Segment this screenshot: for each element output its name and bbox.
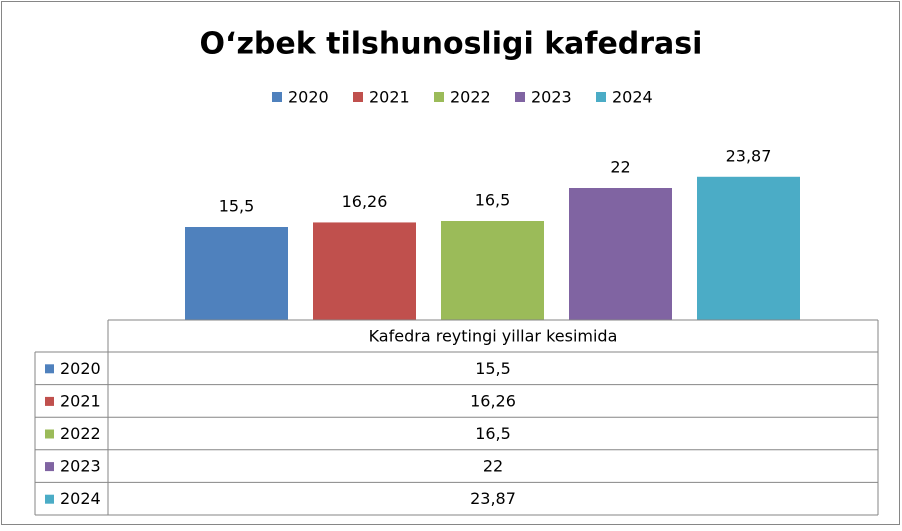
table-key [45,462,54,472]
legend-swatch [353,92,363,102]
chart-title: O‘zbek tilshunosligi kafedrasi [200,27,703,62]
legend-label: 2023 [531,88,572,107]
bar [697,176,800,320]
legend-label: 2020 [288,88,329,107]
table-cell: 23,87 [470,489,516,508]
table-cell: 16,26 [470,391,516,410]
data-label: 22 [610,158,630,177]
table-key [45,364,54,374]
table-cell: 16,5 [475,424,511,443]
table-row-label: 2020 [60,359,101,378]
legend-label: 2024 [612,88,653,107]
table-cell: 22 [483,457,503,476]
table-header: Kafedra reytingi yillar kesimida [369,327,618,346]
legend-swatch [596,92,606,102]
table-key [45,396,54,406]
legend-label: 2022 [450,88,491,107]
bar [313,222,416,320]
data-label: 16,5 [475,191,511,210]
legend-label: 2021 [369,88,410,107]
legend-swatch [434,92,444,102]
table-row-label: 2022 [60,424,101,443]
table-key [45,429,54,439]
bar [441,221,544,320]
data-label: 16,26 [342,192,388,211]
legend-swatch [515,92,525,102]
data-label: 23,87 [726,146,772,165]
table-row-label: 2021 [60,391,101,410]
legend-swatch [272,92,282,102]
table-row-label: 2024 [60,489,101,508]
table-row-label: 2023 [60,457,101,476]
bar [569,188,672,320]
table-cell: 15,5 [475,359,511,378]
bar [185,227,288,320]
table-key [45,494,54,504]
data-label: 15,5 [219,197,255,216]
